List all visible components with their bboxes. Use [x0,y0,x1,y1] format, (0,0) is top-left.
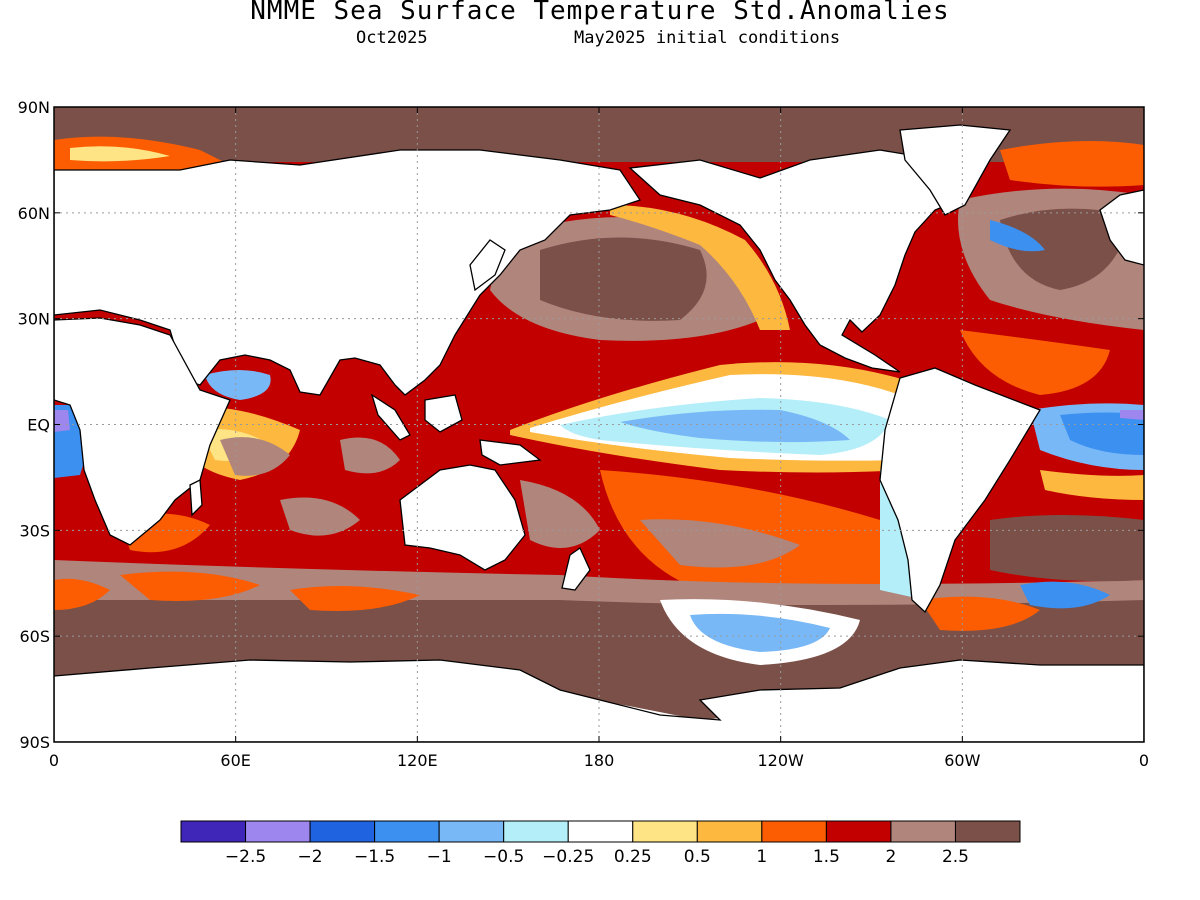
valid-month: Oct2025 [356,28,428,48]
africa [54,317,231,546]
lon-label: 60E [220,751,250,770]
colorbar-swatch [503,820,569,843]
madagascar [189,478,203,517]
colorbar-swatch [761,820,827,843]
colorbar-swatch [632,820,698,843]
colorbar-label: 1 [756,847,767,867]
colorbar-swatch [245,820,311,843]
colorbar-swatch [890,820,956,843]
australia [399,464,526,571]
south-america [879,367,1041,614]
lon-label: 0 [49,751,59,770]
lat-label: 60S [19,627,50,646]
lon-label: 0 [1139,751,1149,770]
colorbar-label: 2.5 [942,847,969,867]
lat-label: 90N [18,98,50,117]
colorbar-label: 1.5 [813,847,840,867]
colorbar-swatch [309,820,376,843]
new-zealand [561,547,591,591]
arabian-sea-anomaly [205,370,271,400]
japan [469,239,506,292]
colorbar-swatch [696,820,763,843]
lat-label: 30N [18,310,50,329]
colorbar-label: 0.25 [614,847,652,867]
colorbar-label: −1.5 [354,847,395,867]
lon-label: 120W [757,751,804,770]
colorbar-swatch [180,820,247,843]
colorbar-swatch [374,820,440,843]
colorbar-label: −2 [298,847,323,867]
lat-label: EQ [27,416,50,435]
sumatra [370,393,411,441]
lon-label: 60W [944,751,980,770]
colorbar: −2.5 −2 −1.5 −1 −0.5 −0.25 0.25 0.5 1 1.5 2 2.5 [180,820,1021,867]
map-title: NMME Sea Surface Temperature Std.Anomali… [250,0,950,26]
colorbar-swatch [567,820,634,843]
colorbar-swatch [438,820,505,843]
colorbar-swatch [954,820,1021,843]
colorbar-label: 0.5 [684,847,711,867]
colorbar-label: −2.5 [225,847,266,867]
europe-west [1099,189,1144,266]
colorbar-label: −0.25 [542,847,594,867]
colorbar-label: 2 [886,847,897,867]
lat-label: 90S [19,733,50,752]
colorbar-swatch [825,820,892,843]
initial-conditions: May2025 initial conditions [574,28,841,48]
colorbar-label: −0.5 [483,847,524,867]
lon-label: 120E [397,751,438,770]
lon-label: 180 [584,751,615,770]
borneo [424,394,463,433]
greenland [899,124,1012,216]
colorbar-label: −1 [427,847,452,867]
lat-label: 30S [19,521,50,540]
new-guinea [479,439,542,466]
lat-label: 60N [18,204,50,223]
graticule [54,107,1144,742]
